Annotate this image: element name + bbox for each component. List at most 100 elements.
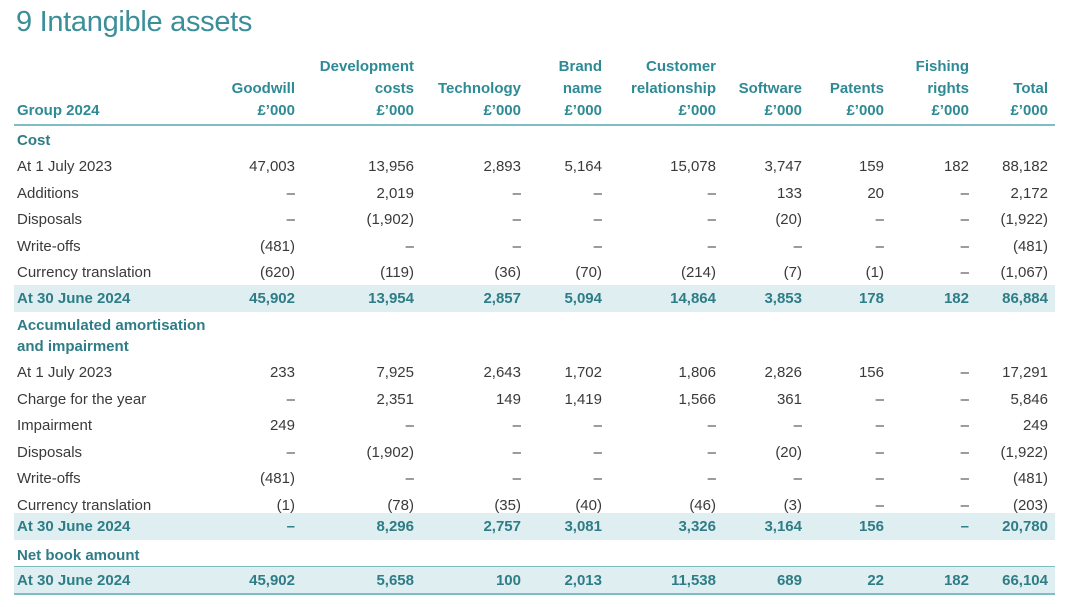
- row-label: Disposals: [17, 443, 83, 461]
- table-cell: 1,566: [678, 390, 716, 408]
- table-cell: –: [707, 443, 716, 461]
- table-cell: 13,954: [368, 290, 414, 307]
- table-cell: 20,780: [1002, 518, 1048, 535]
- table-row: At 1 July 2023 47,003 13,956 2,893 5,164 15,0…: [14, 153, 1055, 180]
- table-cell: –: [286, 518, 295, 535]
- table-cell: –: [960, 470, 969, 488]
- table-cell: 88,182: [1002, 158, 1048, 175]
- section-amortisation-line2: and impairment: [17, 338, 129, 355]
- table-cell: 2,019: [376, 184, 414, 202]
- row-label: At 30 June 2024: [17, 572, 131, 589]
- column-header-line: Fishing: [915, 58, 969, 75]
- table-cell: 11,538: [670, 572, 716, 589]
- table-cell: (3): [783, 497, 802, 514]
- table-cell: (620): [259, 264, 295, 282]
- table-row: Disposals – (1,902) – – – (20) – – (1,922): [14, 439, 1055, 466]
- column-header-1: Development costs £’000: [294, 52, 414, 122]
- column-header-0: Goodwill £’000: [195, 52, 295, 122]
- table-row: Write-offs (481) – – – – – – – (481): [14, 465, 1055, 492]
- table-cell: –: [512, 211, 521, 229]
- table-cell: 3,326: [678, 518, 716, 535]
- column-header-line: £’000: [483, 102, 521, 119]
- column-header-line: £’000: [931, 102, 969, 119]
- table-cell: 5,094: [564, 290, 602, 307]
- column-header-6: Patents £’000: [804, 52, 884, 122]
- table-cell: 3,164: [764, 518, 802, 535]
- column-header-line: £’000: [1010, 102, 1048, 119]
- table-cell: 182: [943, 158, 969, 175]
- table-cell: –: [512, 443, 521, 461]
- page-title: 9 Intangible assets: [16, 6, 253, 38]
- table-cell: 7,925: [376, 364, 414, 381]
- table-cell: (35): [494, 497, 521, 514]
- table-cell: 156: [858, 518, 884, 535]
- column-header-line: Brand: [558, 58, 602, 75]
- row-label: At 1 July 2023: [17, 158, 113, 175]
- table-cell: –: [960, 390, 969, 408]
- table-cell: (119): [380, 264, 414, 282]
- table-cell: 2,351: [376, 390, 414, 408]
- table-cell: 2,013: [564, 572, 602, 589]
- table-cell: 133: [776, 184, 802, 202]
- table-cell: 13,956: [368, 158, 414, 175]
- table-cell: (481): [1012, 470, 1048, 488]
- table-cell: 2,757: [483, 518, 521, 535]
- column-header-line: £’000: [564, 102, 602, 119]
- table-cell: –: [405, 470, 414, 488]
- column-header-line: Goodwill: [231, 80, 295, 97]
- column-header-line: Technology: [437, 80, 521, 97]
- row-label: Write-offs: [17, 237, 81, 255]
- table-cell: 233: [269, 364, 295, 381]
- table-cell: (46): [689, 497, 716, 514]
- table-cell: 182: [943, 572, 969, 589]
- total-row: At 30 June 2024 – 8,296 2,757 3,081 3,326 3,16…: [14, 513, 1055, 540]
- row-label: Charge for the year: [17, 390, 147, 408]
- table-cell: 1,702: [564, 364, 602, 381]
- table-row: Disposals – (1,902) – – – (20) – – (1,922): [14, 206, 1055, 233]
- column-header-5: Software £’000: [712, 52, 802, 122]
- row-label: At 30 June 2024: [17, 290, 131, 307]
- table-cell: 361: [776, 390, 802, 408]
- table-cell: (20): [775, 443, 802, 461]
- table-cell: –: [593, 443, 602, 461]
- column-header-line: costs: [374, 80, 414, 97]
- section-amortisation: Accumulated amortisation and impairment: [17, 315, 205, 357]
- table-cell: –: [960, 184, 969, 202]
- column-header-line: Patents: [829, 80, 884, 97]
- table-cell: –: [875, 417, 884, 435]
- table-cell: –: [286, 443, 295, 461]
- table-cell: (1): [276, 497, 295, 514]
- table-cell: –: [405, 417, 414, 435]
- table-cell: –: [707, 211, 716, 229]
- table-cell: 689: [776, 572, 802, 589]
- table-cell: 159: [858, 158, 884, 175]
- table-cell: –: [512, 184, 521, 202]
- section-amortisation-line1: Accumulated amortisation: [17, 317, 206, 334]
- group-label: Group 2024: [17, 52, 217, 122]
- table-cell: 149: [495, 390, 521, 408]
- table-cell: 2,172: [1010, 184, 1048, 202]
- header-rule: [14, 124, 1055, 126]
- table-cell: (214): [680, 264, 716, 282]
- table-cell: 22: [867, 572, 884, 589]
- column-header-line: £’000: [376, 102, 414, 119]
- table-cell: (481): [1012, 237, 1048, 255]
- table-cell: –: [875, 390, 884, 408]
- table-cell: –: [960, 364, 969, 381]
- row-label: At 1 July 2023: [17, 364, 113, 381]
- table-cell: –: [593, 184, 602, 202]
- table-cell: (1,922): [1000, 443, 1048, 461]
- table-cell: 3,081: [564, 518, 602, 535]
- table-cell: 20: [867, 184, 884, 202]
- group-label-text: Group 2024: [17, 102, 100, 119]
- table-row: Write-offs (481) – – – – – – – (481): [14, 233, 1055, 260]
- row-label: Additions: [17, 184, 79, 202]
- section-cost: Cost: [17, 132, 51, 149]
- table-row: Currency translation (620) (119) (36) (70) (2…: [14, 259, 1055, 286]
- table-row: At 1 July 2023 233 7,925 2,643 1,702 1,806 2,8…: [14, 359, 1055, 386]
- column-header-line: £’000: [846, 102, 884, 119]
- table-cell: –: [960, 264, 969, 282]
- column-header-8: Total £’000: [968, 52, 1048, 122]
- table-cell: –: [875, 470, 884, 488]
- table-cell: (7): [783, 264, 802, 282]
